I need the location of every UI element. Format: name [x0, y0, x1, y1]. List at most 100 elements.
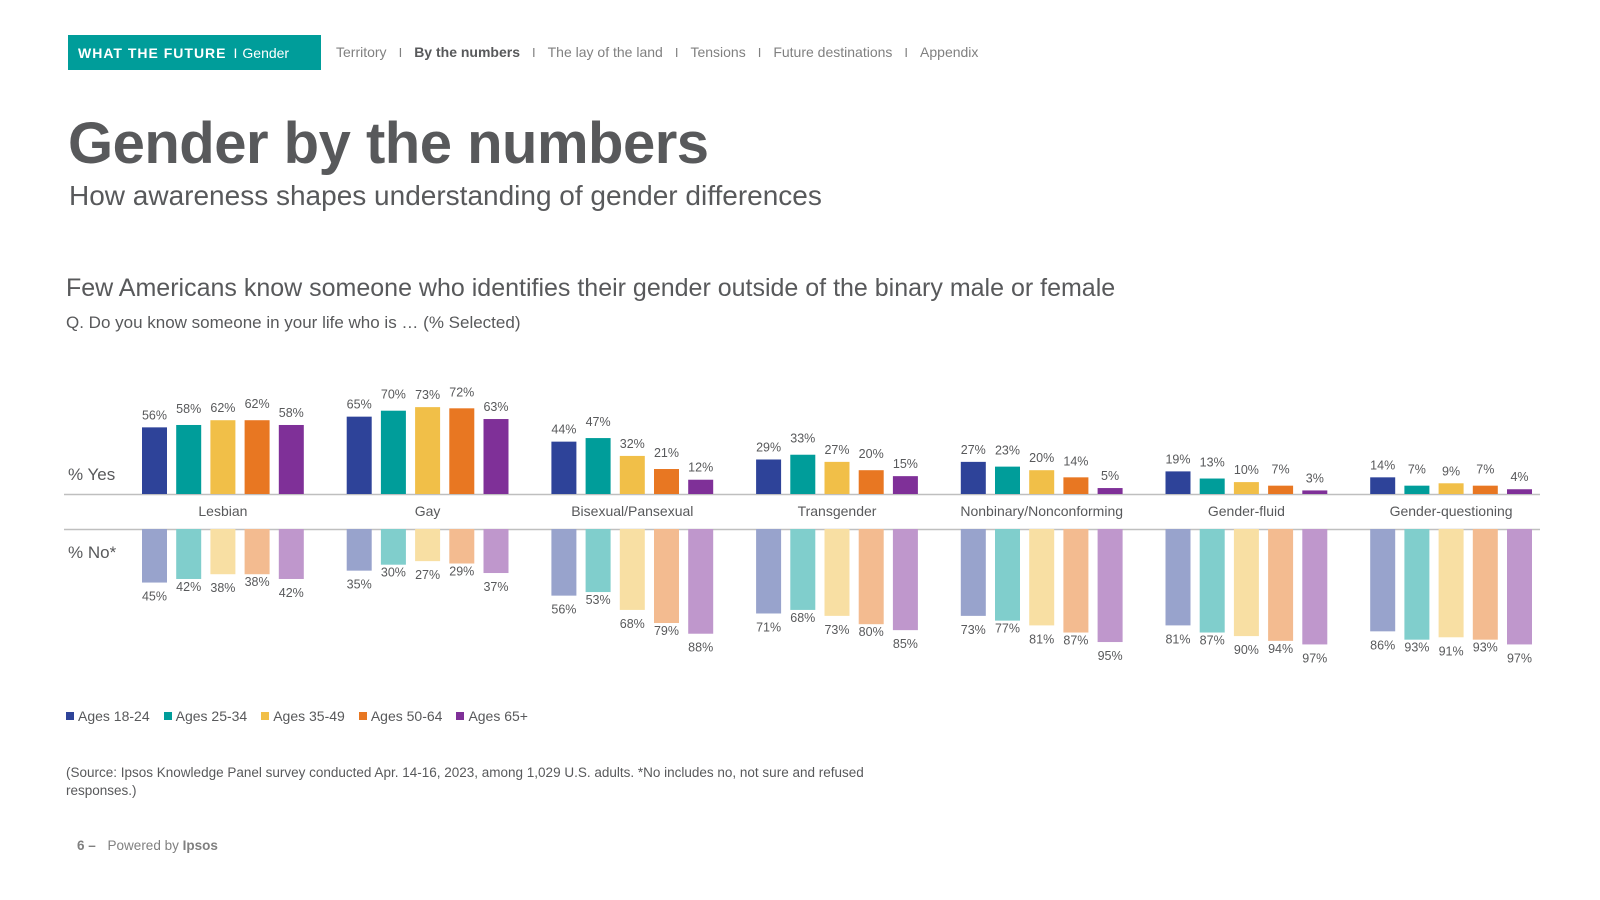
no-value-label: 30%: [381, 566, 406, 580]
nav-item-appendix[interactable]: Appendix: [920, 44, 979, 60]
no-value-label: 77%: [995, 622, 1020, 636]
no-bar: [1302, 529, 1328, 645]
legend-swatch: [261, 712, 270, 720]
no-value-label: 68%: [620, 617, 645, 631]
yes-value-label: 10%: [1234, 463, 1259, 477]
yes-value-label: 14%: [1370, 458, 1395, 472]
yes-value-label: 63%: [483, 400, 508, 414]
nav-separator: I: [532, 44, 536, 60]
yes-bar: [1165, 471, 1191, 494]
legend-item: Ages 50-64: [358, 708, 442, 724]
category-label: Transgender: [798, 503, 877, 519]
yes-bar: [278, 424, 304, 494]
yes-value-label: 12%: [688, 461, 713, 475]
no-bar: [176, 529, 202, 579]
no-value-label: 73%: [824, 623, 849, 637]
legend-label: Ages 65+: [468, 708, 528, 724]
yes-bar: [483, 419, 509, 494]
yes-value-label: 3%: [1306, 471, 1324, 485]
legend-swatch: [66, 712, 74, 720]
no-value-label: 42%: [176, 580, 201, 594]
no-value-label: 80%: [859, 625, 884, 639]
yes-value-label: 58%: [279, 406, 304, 420]
no-bar: [1029, 529, 1055, 626]
no-bar: [1404, 529, 1430, 640]
yes-value-label: 72%: [449, 385, 474, 399]
page-subtitle: How awareness shapes understanding of ge…: [69, 180, 822, 211]
yes-bar: [244, 420, 270, 494]
yes-bar: [790, 454, 816, 494]
no-value-label: 53%: [586, 593, 611, 607]
yes-bar: [619, 455, 645, 494]
nav-item-territory[interactable]: Territory: [336, 44, 387, 60]
no-bar: [483, 529, 509, 574]
footer: 6 – Powered by Ipsos: [77, 838, 218, 853]
no-value-label: 37%: [483, 580, 508, 594]
legend-item: Ages 65+: [456, 708, 528, 724]
no-bar: [585, 529, 611, 593]
yes-value-label: 62%: [210, 401, 235, 415]
chart-headline: Few Americans know someone who identifie…: [66, 274, 1116, 302]
yes-bar: [176, 424, 202, 494]
yes-bar: [1507, 489, 1532, 494]
legend-label: Ages 18-24: [78, 708, 150, 724]
yes-value-label: 20%: [859, 447, 884, 461]
yes-bar: [654, 469, 679, 494]
no-bar: [892, 529, 918, 631]
yes-bar: [551, 441, 577, 494]
yes-bar: [1233, 482, 1259, 494]
no-value-label: 68%: [790, 611, 815, 625]
legend-item: Ages 35-49: [261, 708, 345, 724]
no-value-label: 87%: [1200, 634, 1225, 648]
no-bar: [551, 529, 577, 596]
no-value-label: 90%: [1234, 643, 1259, 657]
category-label: Nonbinary/Nonconforming: [960, 503, 1123, 519]
no-bar: [449, 529, 475, 564]
nav-item-future-destinations[interactable]: Future destinations: [773, 44, 893, 60]
no-value-label: 38%: [245, 575, 270, 589]
yes-bar: [380, 410, 406, 494]
top-navigation: Territory I By the numbers I The lay of …: [336, 44, 978, 60]
yes-bar: [995, 466, 1020, 494]
yes-value-label: 62%: [245, 397, 270, 411]
no-bar: [1438, 529, 1464, 638]
yes-value-label: 44%: [551, 423, 576, 437]
yes-value-label: 27%: [824, 443, 849, 457]
yes-value-label: 27%: [961, 443, 986, 457]
yes-value-label: 5%: [1101, 469, 1119, 483]
no-bar: [995, 529, 1020, 621]
yes-value-label: 70%: [381, 388, 406, 402]
no-bar: [1507, 529, 1532, 645]
no-bar: [380, 529, 406, 565]
badge-divider: I: [233, 44, 238, 61]
no-value-label: 94%: [1268, 642, 1293, 656]
no-value-label: 42%: [279, 586, 304, 600]
legend-swatch: [358, 712, 367, 720]
no-bar: [654, 529, 679, 624]
page-number: 6 –: [77, 838, 96, 853]
yes-value-label: 15%: [893, 457, 918, 471]
no-bar: [1165, 529, 1191, 626]
chart-legend: Ages 18-24 Ages 25-34 Ages 35-49 Ages 50…: [66, 708, 542, 724]
nav-item-tensions[interactable]: Tensions: [690, 44, 746, 60]
no-value-label: 27%: [415, 568, 440, 582]
yes-bar: [1302, 490, 1328, 494]
yes-value-label: 58%: [176, 402, 201, 416]
yes-value-label: 73%: [415, 388, 440, 402]
no-value-label: 79%: [654, 624, 679, 638]
yes-bar: [1438, 483, 1464, 494]
yes-bar: [960, 461, 986, 494]
nav-item-lay-of-the-land[interactable]: The lay of the land: [547, 44, 663, 60]
nav-item-by-the-numbers[interactable]: By the numbers: [414, 44, 520, 60]
legend-label: Ages 25-34: [175, 708, 248, 724]
no-bar: [1199, 529, 1225, 633]
section-label: Gender: [242, 44, 290, 61]
yes-value-label: 7%: [1272, 463, 1290, 477]
yes-bar: [449, 408, 475, 494]
no-bar: [1268, 529, 1294, 641]
yes-section-label: % Yes: [68, 465, 115, 484]
yes-bar: [1370, 477, 1396, 494]
yes-value-label: 23%: [995, 444, 1020, 458]
yes-bar: [858, 470, 884, 494]
category-label: Gender-questioning: [1390, 503, 1513, 519]
